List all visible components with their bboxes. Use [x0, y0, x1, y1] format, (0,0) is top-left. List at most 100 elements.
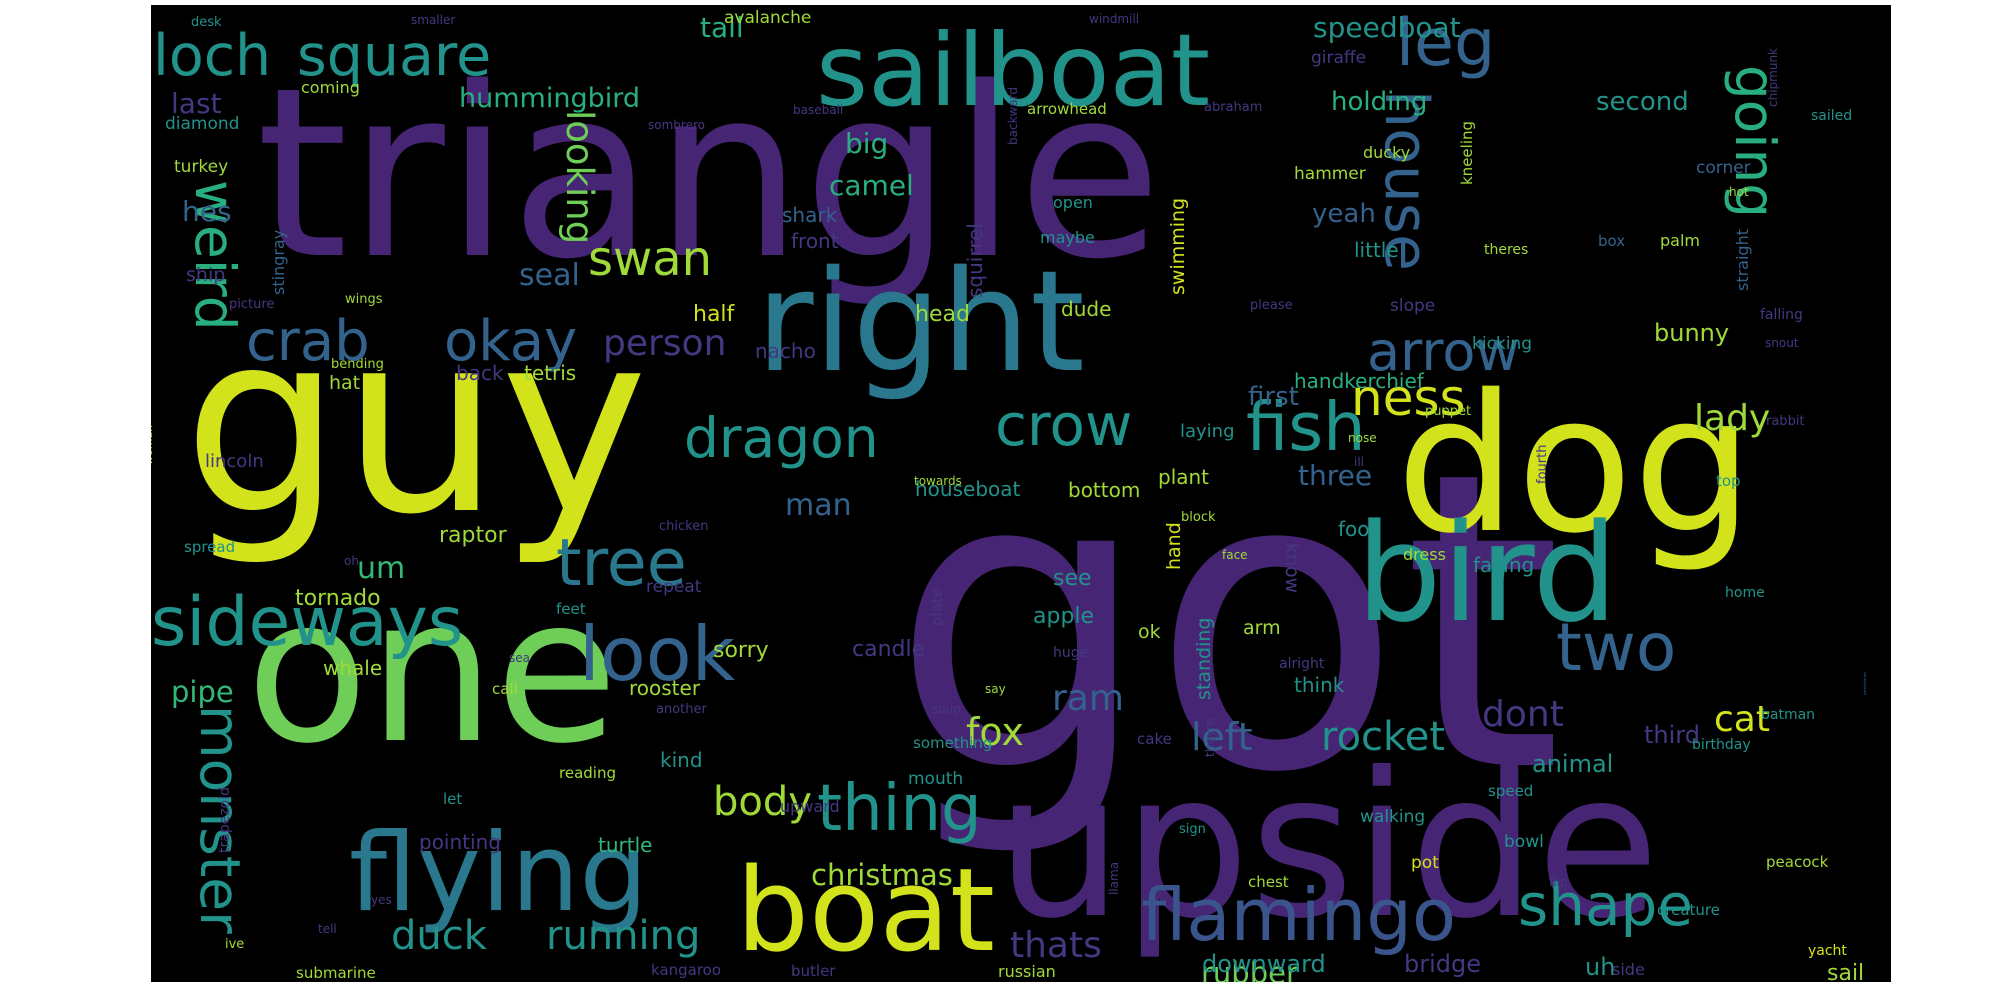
word-speed: speed [1488, 782, 1533, 800]
word-soup: soup [932, 702, 961, 716]
word-see: see [1053, 566, 1092, 591]
word-lincoln: lincoln [205, 451, 264, 472]
word-flying: flying [349, 811, 648, 936]
word-looking: looking [558, 110, 601, 244]
word-turtle: turtle [598, 833, 652, 857]
word-boat: boat [736, 844, 995, 978]
word-um: um [357, 551, 405, 586]
word-upside: upside [996, 730, 1659, 963]
word-fourth: fourth [1535, 445, 1550, 484]
word-think: think [1294, 673, 1345, 697]
word-plate: plate [928, 588, 946, 626]
word-cloud-canvas: gottriangleguyupsideonedogrightbirdsailb… [151, 6, 1867, 982]
word-laying: laying [1180, 421, 1235, 442]
word-fox: fox [966, 710, 1024, 754]
word-desk: desk [191, 15, 222, 30]
word-know: know [1281, 543, 1303, 593]
word-flip: flip [1549, 875, 1568, 889]
word-oh: oh [344, 554, 359, 568]
word-straight: straight [1733, 229, 1752, 291]
word-little: little [1354, 238, 1399, 262]
word-theres: theres [1484, 242, 1528, 258]
word-llama: llama [1107, 862, 1121, 895]
word-facing: facing [1473, 553, 1534, 577]
word-duck: duck [391, 913, 488, 959]
word-side: side [1612, 960, 1645, 979]
word-tell: tell [318, 922, 337, 936]
word-running: running [546, 913, 700, 959]
word-christmas: christmas [811, 858, 953, 892]
word-head: head [915, 302, 970, 327]
word-pipe: pipe [171, 675, 234, 709]
word-man: man [785, 488, 852, 523]
word-going: going [1723, 65, 1787, 218]
word-bird: bird [1356, 495, 1618, 652]
word-downward: downward [1202, 950, 1326, 978]
word-block: block [1181, 510, 1216, 525]
word-feet: feet [556, 600, 586, 618]
word-foot: foot [1338, 517, 1378, 541]
word-maybe: maybe [1040, 228, 1095, 247]
word-alright: alright [1279, 656, 1325, 672]
word-something: something [913, 734, 992, 752]
word-cat: cat [1714, 699, 1770, 740]
word-smaller: smaller [411, 13, 455, 27]
word-giraffe: giraffe [1311, 48, 1366, 68]
word-right: right [756, 241, 1085, 404]
word-guy: guy [183, 278, 648, 569]
word-peacock: peacock [1766, 853, 1829, 871]
word-lady: lady [1694, 398, 1770, 439]
word-tetris: tetris [524, 361, 576, 385]
word-another: another [656, 702, 707, 717]
word-rooster: rooster [629, 676, 701, 700]
word-weird: weird [183, 180, 247, 331]
word-open: open [1053, 193, 1093, 212]
word-birthday: birthday [1692, 737, 1751, 753]
word-swan: swan [588, 231, 712, 287]
word-nacho: nacho [755, 339, 816, 363]
word-houseboat: houseboat [915, 477, 1021, 501]
word-rubber: rubber [1201, 956, 1298, 982]
word-bowl: bowl [1504, 832, 1544, 852]
word-crow: crow [995, 391, 1132, 459]
word-face: face [1222, 548, 1248, 562]
word-sombrero: sombrero [648, 118, 705, 132]
word-parallelogram: parallelogram [1863, 672, 1867, 695]
word-crab: crab [246, 309, 370, 374]
word-please: please [1250, 298, 1293, 313]
word-dog: dog [1396, 354, 1753, 575]
word-abraham: abraham [1204, 100, 1262, 115]
word-backward: backward [1006, 87, 1020, 145]
word-chipmunk: chipmunk [1766, 48, 1780, 107]
word-puppet: puppet [1425, 404, 1471, 419]
word-square: square [297, 23, 491, 89]
word-dragon: dragon [684, 406, 879, 470]
word-swimming: swimming [1167, 198, 1189, 295]
word-body: body [713, 779, 812, 825]
word-bunny: bunny [1654, 319, 1729, 347]
word-batman: batman [1761, 707, 1815, 723]
word-reading: reading [559, 764, 616, 782]
word-one: one [246, 555, 618, 788]
word-corner: corner [1696, 158, 1751, 178]
word-turkey: turkey [174, 157, 228, 177]
word-dude: dude [1061, 297, 1111, 321]
word-ducky: ducky [1363, 143, 1410, 162]
word-kicking: kicking [1472, 334, 1532, 354]
word-thats: thats [1010, 925, 1102, 966]
word-bridge: bridge [1404, 950, 1481, 978]
word-hot: hot [1729, 185, 1749, 199]
word-look: look [579, 610, 736, 698]
word-sea: sea [509, 651, 530, 665]
word-towards: towards [914, 474, 962, 488]
word-kind: kind [660, 748, 703, 772]
word-hammer: hammer [1294, 164, 1366, 184]
word-rocket: rocket [1321, 714, 1445, 760]
word-got: got [891, 384, 1563, 862]
word-bending: bending [331, 357, 384, 372]
word-hand: hand [1163, 522, 1185, 570]
word-rabbit: rabbit [1766, 414, 1805, 429]
word-shape: shape [1518, 871, 1693, 939]
word-box: box [1598, 232, 1625, 250]
word-sail: sail [1827, 961, 1864, 982]
